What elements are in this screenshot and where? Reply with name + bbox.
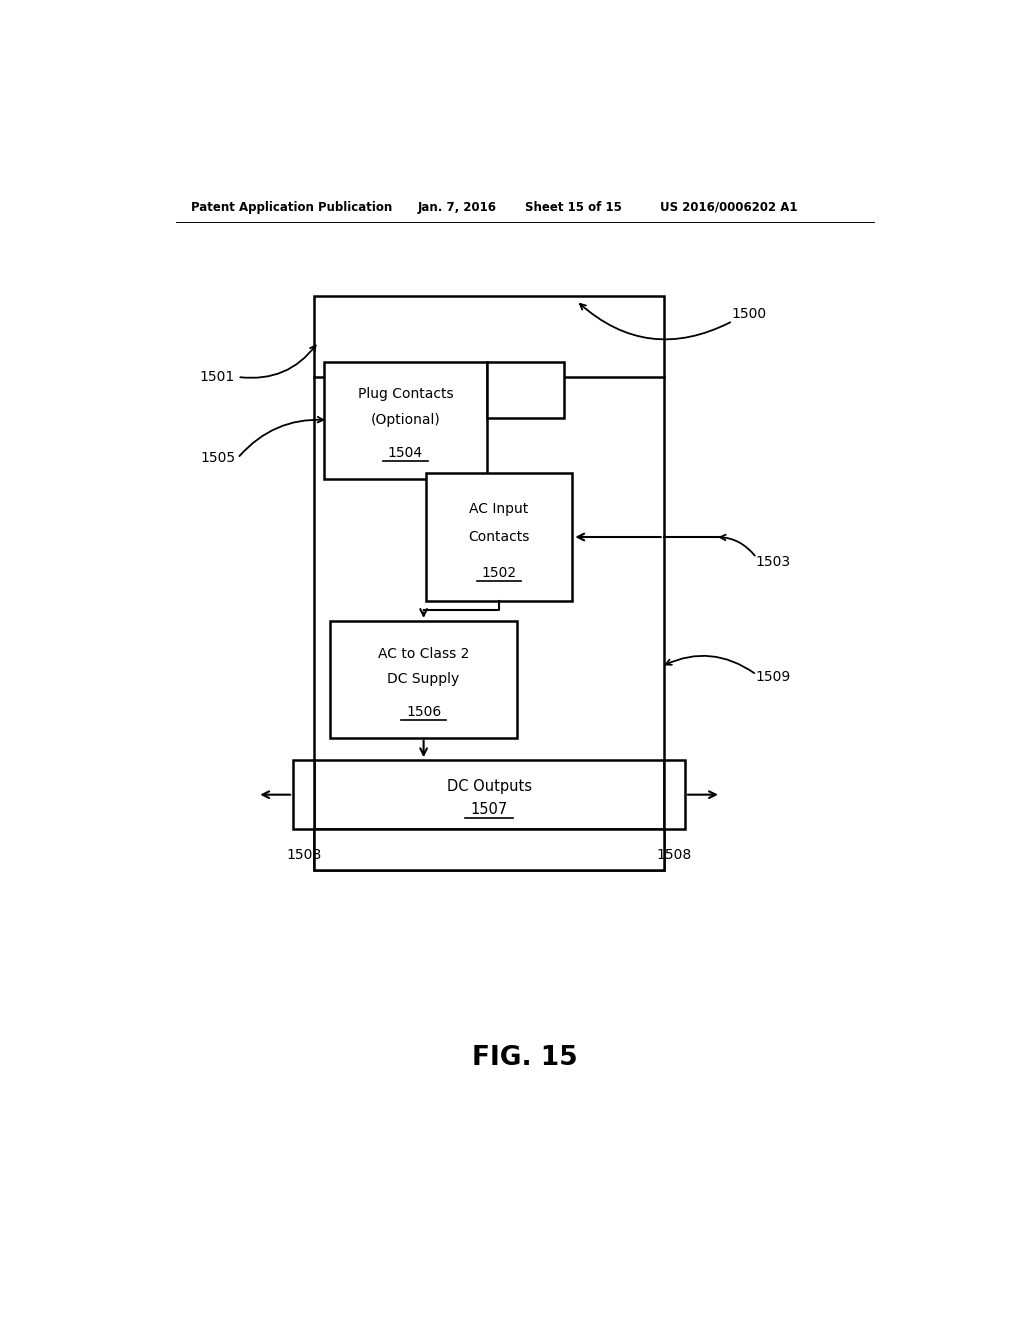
Text: Sheet 15 of 15: Sheet 15 of 15: [524, 201, 622, 214]
Bar: [486, 362, 564, 417]
Text: Patent Application Publication: Patent Application Publication: [191, 201, 393, 214]
Bar: [331, 620, 517, 738]
Text: 1505: 1505: [200, 451, 236, 465]
Bar: [293, 760, 314, 829]
Text: DC Supply: DC Supply: [387, 672, 460, 686]
Text: (Optional): (Optional): [371, 413, 440, 428]
Text: 1508: 1508: [656, 847, 692, 862]
Text: AC Input: AC Input: [469, 502, 528, 516]
Text: 1501: 1501: [200, 370, 236, 384]
Bar: [314, 760, 664, 829]
Bar: [314, 296, 664, 870]
Text: 1503: 1503: [755, 554, 791, 569]
Text: AC to Class 2: AC to Class 2: [378, 647, 469, 660]
Text: US 2016/0006202 A1: US 2016/0006202 A1: [659, 201, 798, 214]
Text: 1500: 1500: [731, 308, 766, 321]
Bar: [426, 474, 572, 601]
Text: Plug Contacts: Plug Contacts: [357, 387, 454, 401]
Text: Jan. 7, 2016: Jan. 7, 2016: [418, 201, 497, 214]
Text: 1508: 1508: [286, 847, 322, 862]
Bar: [664, 760, 685, 829]
Text: DC Outputs: DC Outputs: [446, 779, 531, 793]
Bar: [324, 362, 486, 479]
Text: 1506: 1506: [406, 705, 441, 719]
Text: 1504: 1504: [388, 446, 423, 459]
Bar: [314, 829, 664, 870]
Text: Contacts: Contacts: [468, 531, 529, 544]
Text: FIG. 15: FIG. 15: [472, 1045, 578, 1071]
Text: 1507: 1507: [470, 803, 508, 817]
Text: 1502: 1502: [481, 565, 516, 579]
Text: 1509: 1509: [755, 669, 791, 684]
